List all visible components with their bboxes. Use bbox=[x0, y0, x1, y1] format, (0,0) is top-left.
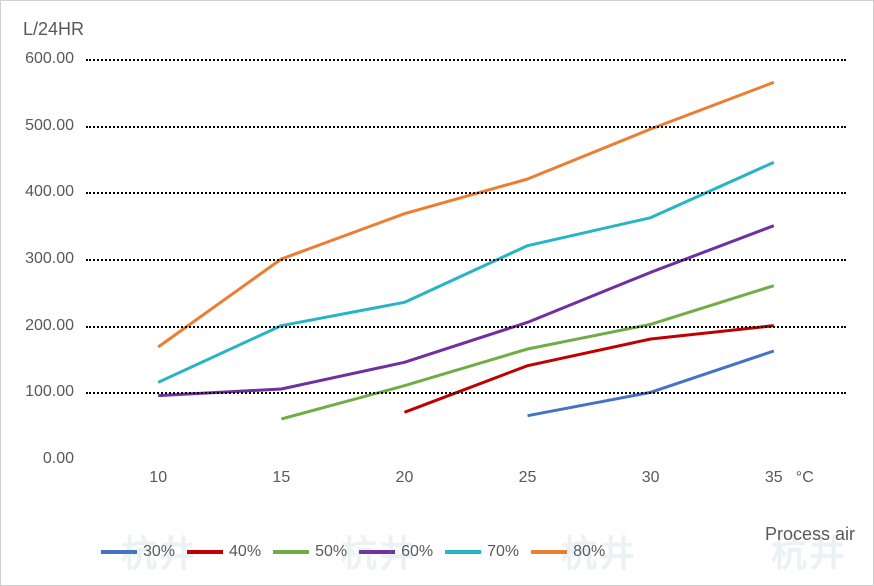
series-line bbox=[528, 351, 774, 416]
y-tick-label: 200.00 bbox=[25, 317, 74, 335]
y-axis-title: L/24HR bbox=[23, 19, 84, 40]
x-tick-label: 30 bbox=[642, 469, 660, 487]
y-tick-label: 300.00 bbox=[25, 250, 74, 268]
x-tick-label: 35 bbox=[765, 469, 783, 487]
x-tick-label: 25 bbox=[519, 469, 537, 487]
x-tick-label: 15 bbox=[272, 469, 290, 487]
y-tick-label: 100.00 bbox=[25, 383, 74, 401]
gridline bbox=[86, 259, 846, 261]
legend-swatch bbox=[101, 550, 137, 554]
series-line bbox=[158, 82, 774, 347]
x-tick-label: 20 bbox=[396, 469, 414, 487]
gridline bbox=[86, 126, 846, 128]
legend-label: 70% bbox=[487, 543, 519, 561]
legend-label: 80% bbox=[573, 543, 605, 561]
legend-label: 40% bbox=[229, 543, 261, 561]
legend-item: 30% bbox=[101, 543, 175, 561]
gridline bbox=[86, 392, 846, 394]
y-tick-label: 600.00 bbox=[25, 50, 74, 68]
x-tick-label: 10 bbox=[149, 469, 167, 487]
y-tick-label: 400.00 bbox=[25, 183, 74, 201]
legend-item: 60% bbox=[359, 543, 433, 561]
legend-item: 40% bbox=[187, 543, 261, 561]
legend-item: 50% bbox=[273, 543, 347, 561]
legend-item: 70% bbox=[445, 543, 519, 561]
legend-label: 50% bbox=[315, 543, 347, 561]
legend-label: 60% bbox=[401, 543, 433, 561]
series-line bbox=[281, 286, 773, 419]
gridline bbox=[86, 59, 846, 61]
legend-swatch bbox=[445, 550, 481, 554]
x-unit-label: °C bbox=[796, 469, 814, 487]
legend-item: 80% bbox=[531, 543, 605, 561]
legend-swatch bbox=[273, 550, 309, 554]
legend-swatch bbox=[359, 550, 395, 554]
legend-label: 30% bbox=[143, 543, 175, 561]
chart-container: L/24HR 0.00100.00200.00300.00400.00500.0… bbox=[0, 0, 874, 586]
y-tick-label: 0.00 bbox=[43, 450, 74, 468]
y-tick-label: 500.00 bbox=[25, 117, 74, 135]
series-line bbox=[158, 226, 774, 396]
plot-area: 0.00100.00200.00300.00400.00500.00600.00… bbox=[86, 59, 846, 459]
x-axis-title: Process air bbox=[765, 524, 855, 545]
gridline bbox=[86, 192, 846, 194]
legend-swatch bbox=[531, 550, 567, 554]
gridline bbox=[86, 326, 846, 328]
legend: 30% 40% 50% 60% 70% 80% bbox=[101, 543, 741, 561]
legend-swatch bbox=[187, 550, 223, 554]
